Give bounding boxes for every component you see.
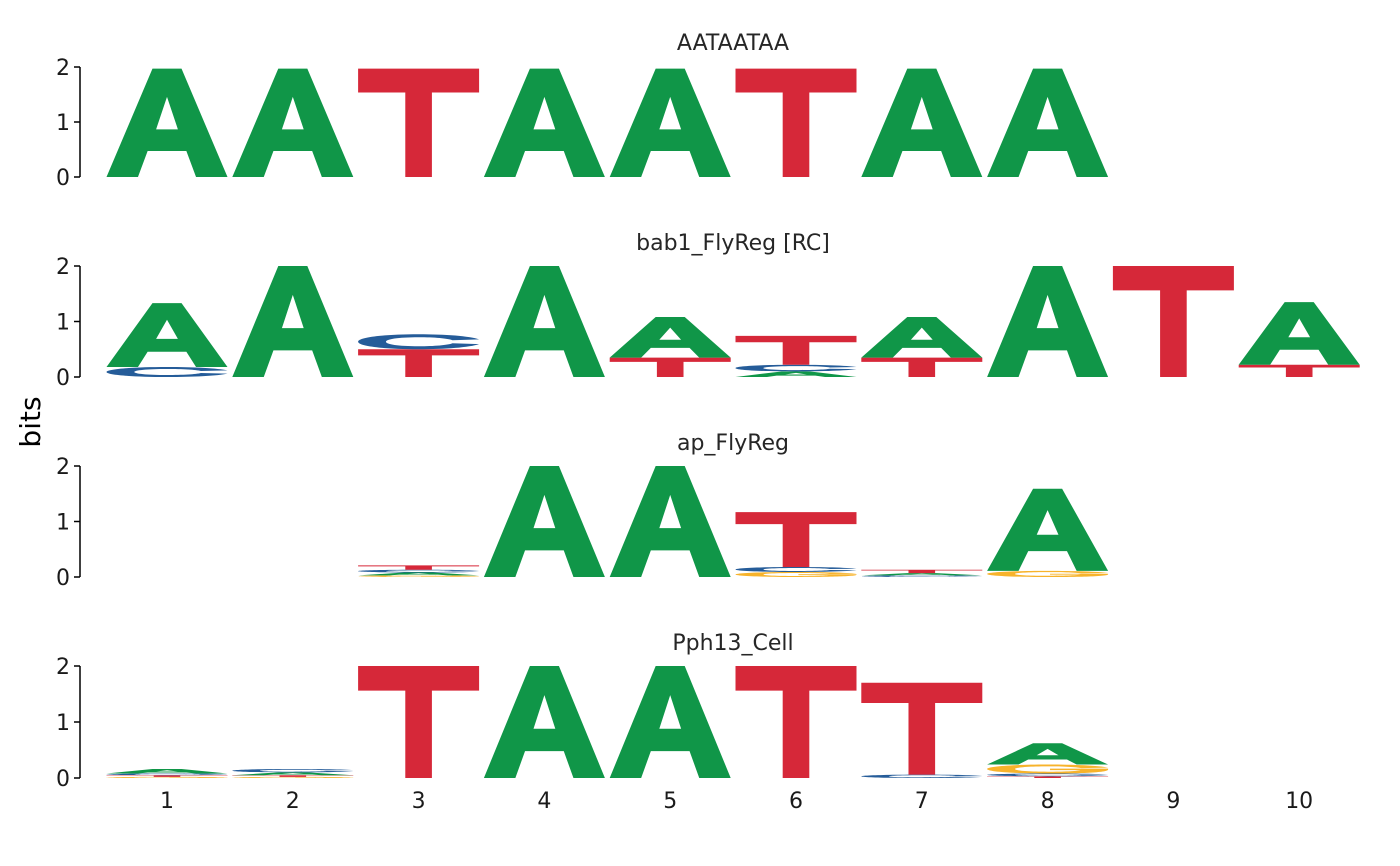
logo-letter-a: [106, 68, 228, 177]
y-tick-label: 0: [56, 166, 70, 191]
logo-letter-g: [232, 776, 354, 778]
logo-letter-t: [861, 357, 983, 377]
logo-letter-a: [861, 317, 983, 358]
y-tick-label: 0: [56, 566, 70, 591]
logo-letter-c: [861, 575, 983, 577]
logo-letter-g: [735, 572, 857, 577]
logo-letter-t: [358, 666, 480, 778]
logo-letter-c: [861, 774, 983, 778]
logo-letter-g: [987, 570, 1109, 577]
logo-letter-a: [483, 466, 605, 577]
panel-title: ap_FlyReg: [677, 431, 789, 456]
x-tick-label: 9: [1166, 789, 1180, 814]
panel-title: AATAATAA: [677, 31, 789, 56]
x-tick-label: 6: [789, 789, 803, 814]
logo-letter-a: [232, 68, 354, 177]
y-tick-label: 1: [56, 711, 70, 736]
x-tick-label: 10: [1285, 789, 1313, 814]
logo-letter-c: [106, 367, 228, 377]
x-tick-label: 8: [1041, 789, 1055, 814]
logo-letter-a: [483, 666, 605, 778]
y-tick-label: 1: [56, 111, 70, 136]
logo-letter-a: [609, 68, 731, 177]
logo-letter-a: [609, 317, 731, 358]
logo-letter-a: [106, 769, 228, 774]
logo-letter-t: [358, 565, 480, 570]
y-tick-label: 1: [56, 311, 70, 336]
logo-letter-c: [106, 773, 228, 776]
y-tick-label: 2: [56, 455, 70, 480]
y-tick-label: 0: [56, 366, 70, 391]
y-tick-label: 2: [56, 655, 70, 680]
logo-letter-g: [358, 575, 480, 577]
logo-letter-t: [861, 682, 983, 775]
logo-panel: AATAATAA 0 1 2: [56, 31, 1109, 191]
logo-letter-c: [987, 773, 1109, 777]
logo-letter-c: [735, 567, 857, 573]
logo-letter-t: [735, 666, 857, 778]
logo-letter-t: [735, 335, 857, 365]
logo-panels: AATAATAA 0 1 2 bab1_FlyReg [RC] 0 1 2 ap_FlyReg 0…: [56, 31, 1360, 792]
y-tick-label: 2: [56, 56, 70, 81]
logo-letter-t: [987, 776, 1109, 778]
logo-letter-a: [483, 68, 605, 177]
logo-letter-c: [358, 334, 480, 350]
x-tick-label: 3: [412, 789, 426, 814]
logo-letter-a: [106, 303, 228, 368]
logo-letter-t: [861, 569, 983, 574]
logo-letter-a: [987, 266, 1109, 377]
y-axis-label: bits: [14, 396, 47, 447]
logo-panel: Pph13_Cell 0 1 2: [56, 631, 1109, 792]
x-axis: 1 2 3 4 5 6 7 8 9 10: [160, 789, 1313, 814]
logo-letter-a: [861, 68, 983, 177]
logo-letter-a: [232, 772, 354, 776]
logo-letter-t: [1112, 266, 1234, 377]
x-tick-label: 7: [915, 789, 929, 814]
logo-letter-t: [232, 775, 354, 777]
logo-letter-a: [609, 666, 731, 778]
logo-letter-a: [987, 488, 1109, 571]
logo-letter-t: [358, 68, 480, 177]
logo-letter-a: [609, 466, 731, 577]
logo-letter-c: [358, 569, 480, 573]
x-tick-label: 1: [160, 789, 174, 814]
logo-panel: ap_FlyReg 0 1 2: [56, 431, 1109, 591]
y-tick-label: 2: [56, 255, 70, 280]
logo-letter-g: [106, 776, 228, 778]
logo-letter-g: [987, 764, 1109, 774]
logo-letter-c: [232, 769, 354, 773]
panel-title: Pph13_Cell: [672, 631, 793, 656]
x-tick-label: 5: [663, 789, 677, 814]
logo-letter-a: [1238, 302, 1360, 365]
logo-letter-a: [483, 266, 605, 377]
logo-letter-a: [358, 572, 480, 576]
logo-letter-a: [987, 743, 1109, 765]
logo-letter-a: [861, 573, 983, 576]
logo-letter-t: [609, 357, 731, 377]
x-tick-label: 4: [537, 789, 551, 814]
logo-letter-a: [735, 371, 857, 377]
logo-letter-t: [735, 512, 857, 568]
logo-letter-t: [1238, 364, 1360, 377]
logo-letter-a: [232, 266, 354, 377]
logo-letter-a: [987, 68, 1109, 177]
logo-letter-t: [358, 349, 480, 377]
panel-title: bab1_FlyReg [RC]: [636, 231, 830, 256]
y-tick-label: 0: [56, 767, 70, 792]
logo-letter-c: [735, 364, 857, 372]
logo-letter-t: [106, 775, 228, 777]
logo-letter-t: [735, 68, 857, 177]
y-tick-label: 1: [56, 511, 70, 536]
x-tick-label: 2: [286, 789, 300, 814]
logo-panel: bab1_FlyReg [RC] 0 1 2: [56, 231, 1360, 391]
